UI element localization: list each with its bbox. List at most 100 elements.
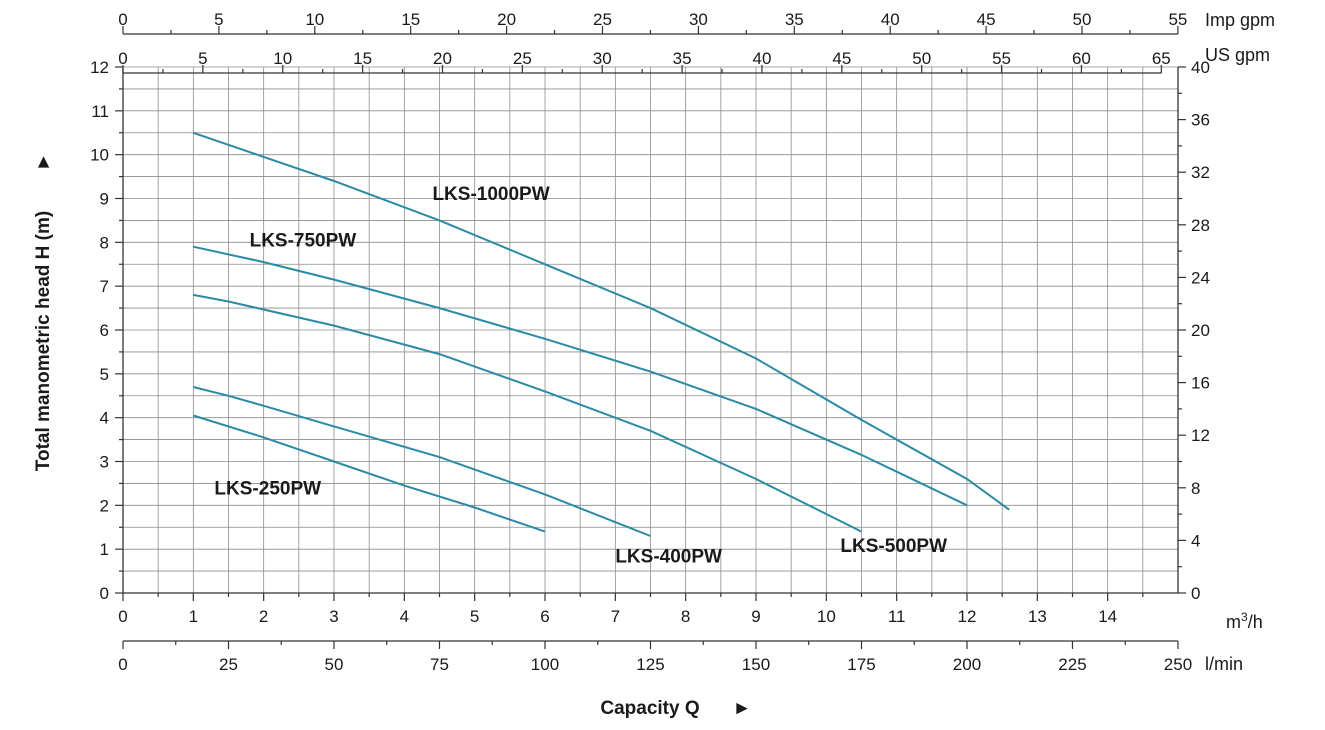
series-line-lks-750pw: [193, 245, 968, 507]
x-secondary-unit-label: l/min: [1205, 654, 1243, 674]
x-tick-label: 5: [470, 607, 479, 626]
x-tick-label: 3: [329, 607, 338, 626]
x-secondary-tick-label: 40: [881, 10, 900, 29]
series-line-lks-500pw: [193, 293, 862, 533]
series-line-lks-250pw: [193, 414, 546, 533]
y-right-tick-label: 36: [1191, 111, 1210, 130]
x-secondary-tick-label: 125: [636, 655, 664, 674]
y-right-tick-label: 32: [1191, 163, 1210, 182]
grid: [123, 66, 1178, 593]
x-tick-label: 13: [1028, 607, 1047, 626]
y-left-tick-label: 11: [91, 102, 109, 121]
x-secondary-tick-label: 50: [325, 655, 344, 674]
y-left-tick-label: 5: [100, 365, 109, 384]
x-tick-label: 4: [400, 607, 409, 626]
x-tick-label: 12: [958, 607, 977, 626]
y-left-tick-label: 10: [90, 146, 109, 165]
x-secondary-tick-label: 30: [689, 10, 708, 29]
series-label-lks-500pw: LKS-500PW: [840, 536, 947, 557]
x-secondary-tick-label: 25: [593, 10, 612, 29]
x-secondary-tick-label: 200: [953, 655, 981, 674]
y-left-tick-label: 12: [90, 58, 109, 77]
y-right-tick-label: 12: [1191, 426, 1210, 445]
y-right-tick-label: 8: [1191, 479, 1200, 498]
y-axis-arrow: ►: [33, 153, 54, 172]
chart-labels: LKS-250PW LKS-400PW LKS-500PW LKS-750PW LKS-…: [214, 184, 947, 568]
x-secondary-tick-label: 15: [401, 10, 420, 29]
x-secondary-unit-label: Imp gpm: [1205, 10, 1275, 30]
x-secondary-tick-label: 0: [118, 10, 127, 29]
x-secondary-tick-label: 175: [847, 655, 875, 674]
x-secondary-tick-label: 60: [1072, 49, 1091, 68]
y-left-tick-label: 8: [100, 233, 109, 252]
y-right-tick-label: 24: [1191, 268, 1210, 287]
x-tick-label: 2: [259, 607, 268, 626]
x-secondary-tick-label: 75: [430, 655, 449, 674]
x-secondary-tick-label: 0: [118, 655, 127, 674]
x-tick-label: 9: [751, 607, 760, 626]
x-secondary-tick-label: 45: [832, 49, 851, 68]
x-secondary-tick-label: 15: [353, 49, 372, 68]
x-tick-label: 7: [611, 607, 620, 626]
x-secondary-tick-label: 5: [198, 49, 207, 68]
x-secondary-tick-label: 45: [977, 10, 996, 29]
x-axis-arrow: ►: [733, 698, 752, 719]
x-tick-label: 6: [540, 607, 549, 626]
x-axis-title: Capacity Q: [600, 698, 699, 719]
x-secondary-tick-label: 100: [531, 655, 559, 674]
series-label-lks-250pw: LKS-250PW: [214, 478, 321, 499]
x-secondary-tick-label: 25: [513, 49, 532, 68]
series-curves: [192, 131, 1010, 537]
y-right-tick-label: 16: [1191, 374, 1210, 393]
y-right-tick-label: 0: [1191, 584, 1200, 603]
x-secondary-tick-label: 5: [214, 10, 223, 29]
x-secondary-unit-label: US gpm: [1205, 45, 1270, 65]
x-tick-label: 11: [888, 607, 906, 626]
x-unit-label: m3/h: [1226, 610, 1263, 632]
y-right-tick-label: 40: [1191, 58, 1210, 77]
x-secondary-tick-label: 55: [992, 49, 1011, 68]
series-line-lks-1000pw: [192, 131, 1010, 511]
y-left-tick-label: 3: [100, 453, 109, 472]
x-secondary-tick-label: 0: [118, 49, 127, 68]
x-secondary-tick-label: 35: [785, 10, 804, 29]
y-right-tick-label: 28: [1191, 216, 1210, 235]
y-left-tick-label: 2: [100, 496, 109, 515]
x-secondary-tick-label: 40: [752, 49, 771, 68]
x-secondary-tick-label: 35: [673, 49, 692, 68]
y-left-tick-label: 1: [100, 540, 109, 559]
x-secondary-tick-label: 250: [1164, 655, 1192, 674]
series-line-lks-400pw: [193, 386, 651, 537]
y-left-tick-label: 7: [100, 277, 109, 296]
y-right-tick-label: 20: [1191, 321, 1210, 340]
y-left-tick-label: 6: [100, 321, 109, 340]
x-secondary-tick-label: 55: [1168, 10, 1187, 29]
x-tick-label: 8: [681, 607, 690, 626]
x-secondary-tick-label: 20: [497, 10, 516, 29]
series-label-lks-750pw: LKS-750PW: [250, 231, 357, 252]
y-left-tick-label: 0: [100, 584, 109, 603]
series-label-lks-1000pw: LKS-1000PW: [432, 184, 549, 205]
x-secondary-tick-label: 20: [433, 49, 452, 68]
x-tick-label: 0: [118, 607, 127, 626]
y-left-tick-label: 4: [100, 409, 109, 428]
x-secondary-tick-label: 10: [305, 10, 324, 29]
y-left-tick-label: 9: [100, 190, 109, 209]
x-secondary-tick-label: 50: [1073, 10, 1092, 29]
x-tick-label: 1: [189, 607, 198, 626]
x-tick-label: 14: [1098, 607, 1117, 626]
y-right-tick-label: 4: [1191, 531, 1200, 550]
x-secondary-tick-label: 65: [1152, 49, 1171, 68]
x-secondary-tick-label: 150: [742, 655, 770, 674]
x-tick-label: 10: [817, 607, 836, 626]
x-secondary-tick-label: 225: [1058, 655, 1086, 674]
x-secondary-tick-label: 25: [219, 655, 238, 674]
x-secondary-tick-label: 30: [593, 49, 612, 68]
y-axis-title-group: Total manometric head H (m) ►: [33, 153, 54, 472]
x-secondary-tick-label: 50: [912, 49, 931, 68]
y-axis-title: Total manometric head H (m): [33, 211, 54, 471]
x-secondary-tick-label: 10: [273, 49, 292, 68]
series-label-lks-400pw: LKS-400PW: [615, 546, 722, 567]
